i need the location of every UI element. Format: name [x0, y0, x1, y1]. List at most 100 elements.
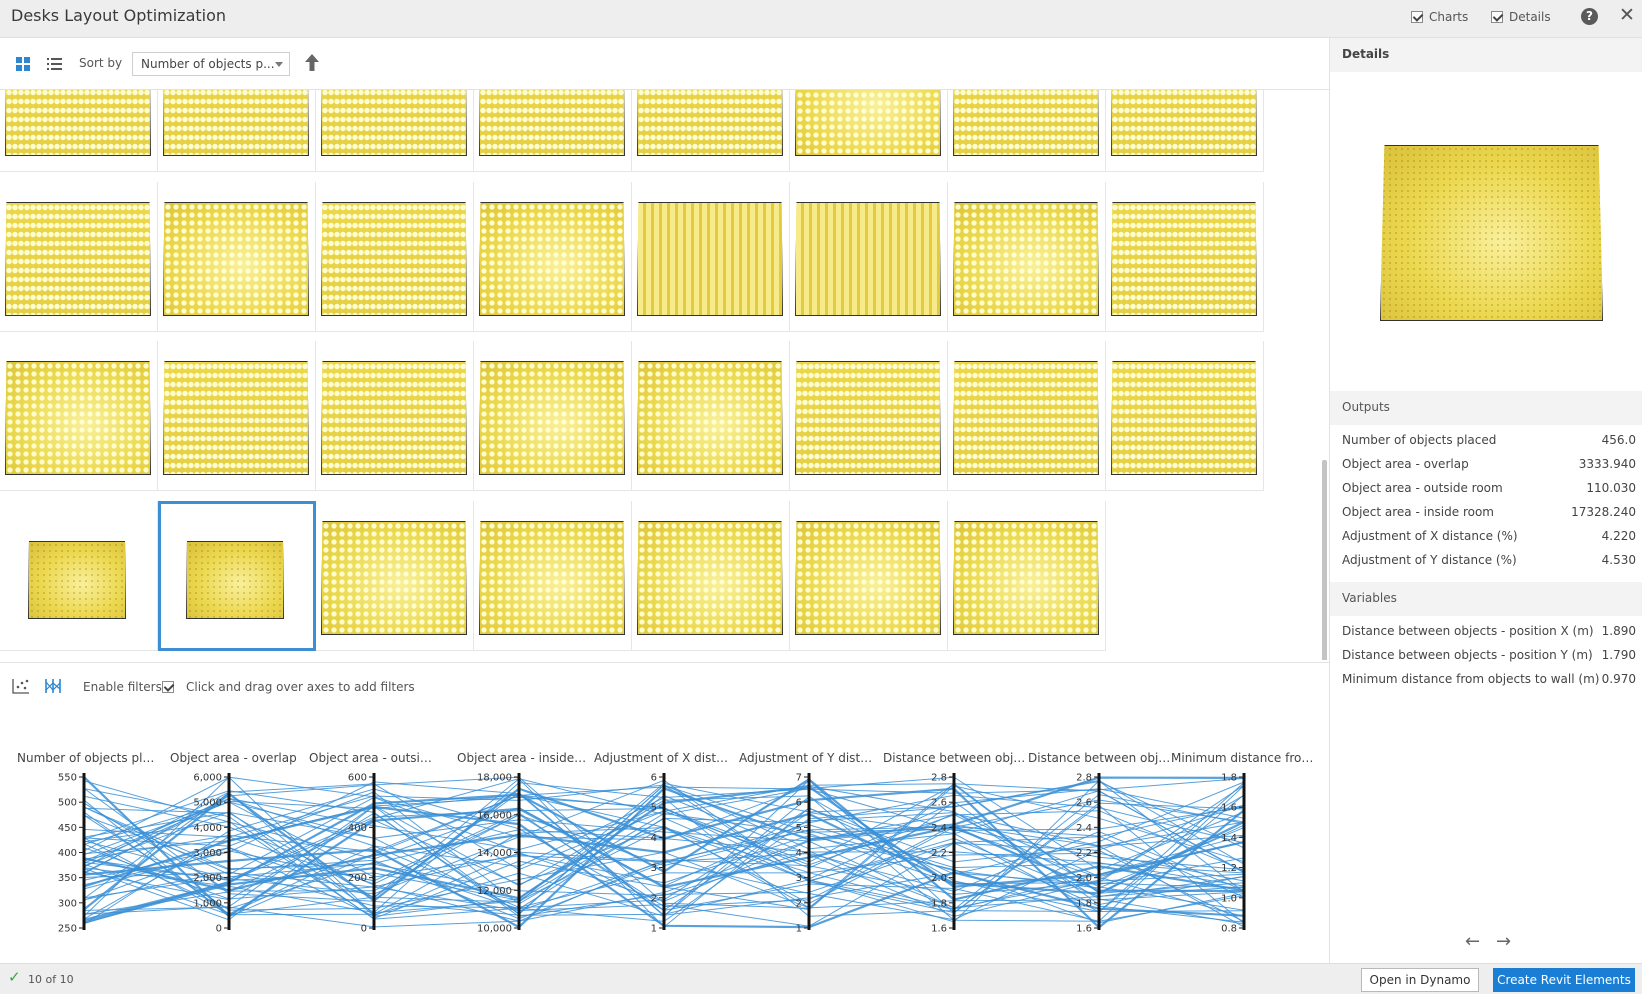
layout-thumbnail — [637, 361, 783, 475]
axis-tick-label: 1.0 — [1221, 893, 1237, 904]
axis-tick-label: 200 — [348, 873, 367, 884]
axis-tick-label: 5,000 — [193, 798, 222, 809]
layout-option-card[interactable] — [158, 90, 316, 172]
layout-thumbnail — [186, 541, 284, 619]
parallel-axis[interactable]: 2.8 2.6 2.4 2.2 2.0 1.8 1.6 — [931, 773, 956, 935]
create-revit-elements-button[interactable]: Create Revit Elements — [1493, 968, 1635, 992]
layout-option-card[interactable] — [1106, 182, 1264, 332]
arrow-right-icon[interactable]: → — [1496, 931, 1512, 952]
axis-tick-label: 350 — [58, 873, 77, 884]
layout-thumbnail — [637, 521, 783, 635]
parallel-axis[interactable]: 600 400 200 0 — [348, 773, 376, 935]
layout-option-card[interactable] — [790, 90, 948, 172]
layout-option-card[interactable] — [948, 90, 1106, 172]
layout-option-card[interactable] — [474, 90, 632, 172]
layout-option-card[interactable] — [1106, 90, 1264, 172]
layout-option-card[interactable] — [316, 501, 474, 651]
open-in-dynamo-button[interactable]: Open in Dynamo — [1361, 968, 1479, 992]
layout-option-card[interactable] — [474, 341, 632, 491]
layout-option-card[interactable] — [632, 501, 790, 651]
layout-option-card[interactable] — [948, 341, 1106, 491]
parallel-axis[interactable]: 18,000 16,000 14,000 12,000 10,000 — [477, 773, 521, 935]
layout-thumbnail — [5, 202, 151, 316]
output-label: Number of objects placed — [1342, 433, 1497, 447]
parallel-axis[interactable]: 2.8 2.6 2.4 2.2 2.0 1.8 1.6 — [1076, 773, 1101, 935]
layout-option-card[interactable] — [474, 182, 632, 332]
axis-tick-label: 2.6 — [1076, 798, 1092, 809]
arrow-up-icon[interactable] — [304, 53, 320, 73]
details-toggle[interactable]: Details — [1491, 10, 1551, 24]
window-title: Desks Layout Optimization — [11, 6, 227, 25]
axis-tick-label: 2.2 — [931, 848, 947, 859]
layout-option-card[interactable] — [158, 341, 316, 491]
parallel-axis[interactable]: 6,000 5,000 4,000 3,000 2,000 1,000 0 — [193, 773, 231, 935]
axis-tick-label: 6,000 — [193, 773, 222, 784]
axis-tick-label: 4,000 — [193, 823, 222, 834]
layout-thumbnail — [637, 90, 783, 156]
layout-thumbnail — [479, 90, 625, 156]
layout-option-card[interactable] — [632, 182, 790, 332]
sort-dropdown[interactable]: Number of objects p... — [132, 52, 290, 76]
layout-thumbnail — [953, 90, 1099, 156]
parallel-coordinates-chart[interactable]: Number of objects pla... Object area - ov… — [0, 745, 1329, 940]
layout-thumbnail — [953, 361, 1099, 475]
layout-option-card[interactable] — [790, 501, 948, 651]
axis-tick-label: 1.6 — [1221, 803, 1237, 814]
axis-tick-label: 2.4 — [931, 823, 947, 834]
axis-tick-label: 3,000 — [193, 848, 222, 859]
layout-option-card[interactable] — [948, 182, 1106, 332]
close-icon[interactable]: ✕ — [1619, 4, 1635, 26]
variable-row: Minimum distance from objects to wall (m… — [1342, 672, 1636, 692]
axis-tick-label: 2.0 — [931, 873, 947, 884]
parallel-axis[interactable]: 550 500 450 400 350 300 250 — [58, 773, 86, 935]
details-title: Details — [1342, 47, 1390, 61]
axis-tick-label: 2 — [796, 898, 802, 909]
enable-filters-checkbox[interactable] — [162, 681, 174, 693]
arrow-left-icon[interactable]: ← — [1465, 931, 1481, 952]
layout-option-card[interactable] — [316, 341, 474, 491]
layout-option-card[interactable] — [790, 182, 948, 332]
axis-tick-label: 5 — [651, 803, 657, 814]
help-icon[interactable]: ? — [1581, 8, 1598, 25]
axis-tick-label: 18,000 — [477, 773, 512, 784]
layout-thumbnail — [479, 361, 625, 475]
layout-option-card[interactable] — [0, 341, 158, 491]
details-checkbox[interactable] — [1491, 11, 1503, 23]
layout-option-card[interactable] — [158, 501, 316, 651]
filter-bar: Enable filters Click and drag over axes … — [0, 662, 1329, 702]
axis-tick-label: 250 — [58, 924, 77, 935]
axis-tick-label: 1.8 — [1221, 773, 1237, 784]
parallel-axis[interactable]: 7 6 5 4 3 2 1 — [796, 773, 811, 935]
parallel-coordinates-icon[interactable] — [44, 678, 62, 694]
grid-scrollbar[interactable] — [1322, 460, 1327, 660]
layout-option-card[interactable] — [948, 501, 1106, 651]
layout-thumbnail — [163, 90, 309, 156]
layout-option-card[interactable] — [0, 501, 158, 651]
layout-option-card[interactable] — [316, 182, 474, 332]
layout-thumbnail — [795, 202, 941, 316]
layout-option-card[interactable] — [0, 90, 158, 172]
layout-option-card[interactable] — [632, 341, 790, 491]
layout-option-card[interactable] — [474, 501, 632, 651]
scatter-plot-icon[interactable] — [12, 678, 30, 694]
axis-tick-label: 400 — [348, 823, 367, 834]
layout-option-card[interactable] — [1106, 341, 1264, 491]
axis-tick-label: 4 — [796, 848, 802, 859]
list-view-icon[interactable] — [46, 56, 63, 72]
layout-thumbnail — [163, 202, 309, 316]
parallel-axis[interactable]: 1.8 1.6 1.4 1.2 1.0 0.8 — [1221, 773, 1246, 935]
layout-option-card[interactable] — [790, 341, 948, 491]
output-value: 17328.240 — [1571, 505, 1636, 519]
parallel-axis[interactable]: 6 5 4 3 2 1 — [651, 773, 666, 935]
charts-toggle[interactable]: Charts — [1411, 10, 1468, 24]
layout-option-card[interactable] — [316, 90, 474, 172]
grid-view-icon[interactable] — [15, 56, 31, 72]
axis-tick-label: 14,000 — [477, 848, 512, 859]
output-row: Object area - outside room 110.030 — [1342, 481, 1636, 501]
layout-option-card[interactable] — [0, 182, 158, 332]
charts-checkbox[interactable] — [1411, 11, 1423, 23]
sort-by-label: Sort by — [79, 56, 123, 70]
layout-option-card[interactable] — [158, 182, 316, 332]
layout-option-card[interactable] — [632, 90, 790, 172]
